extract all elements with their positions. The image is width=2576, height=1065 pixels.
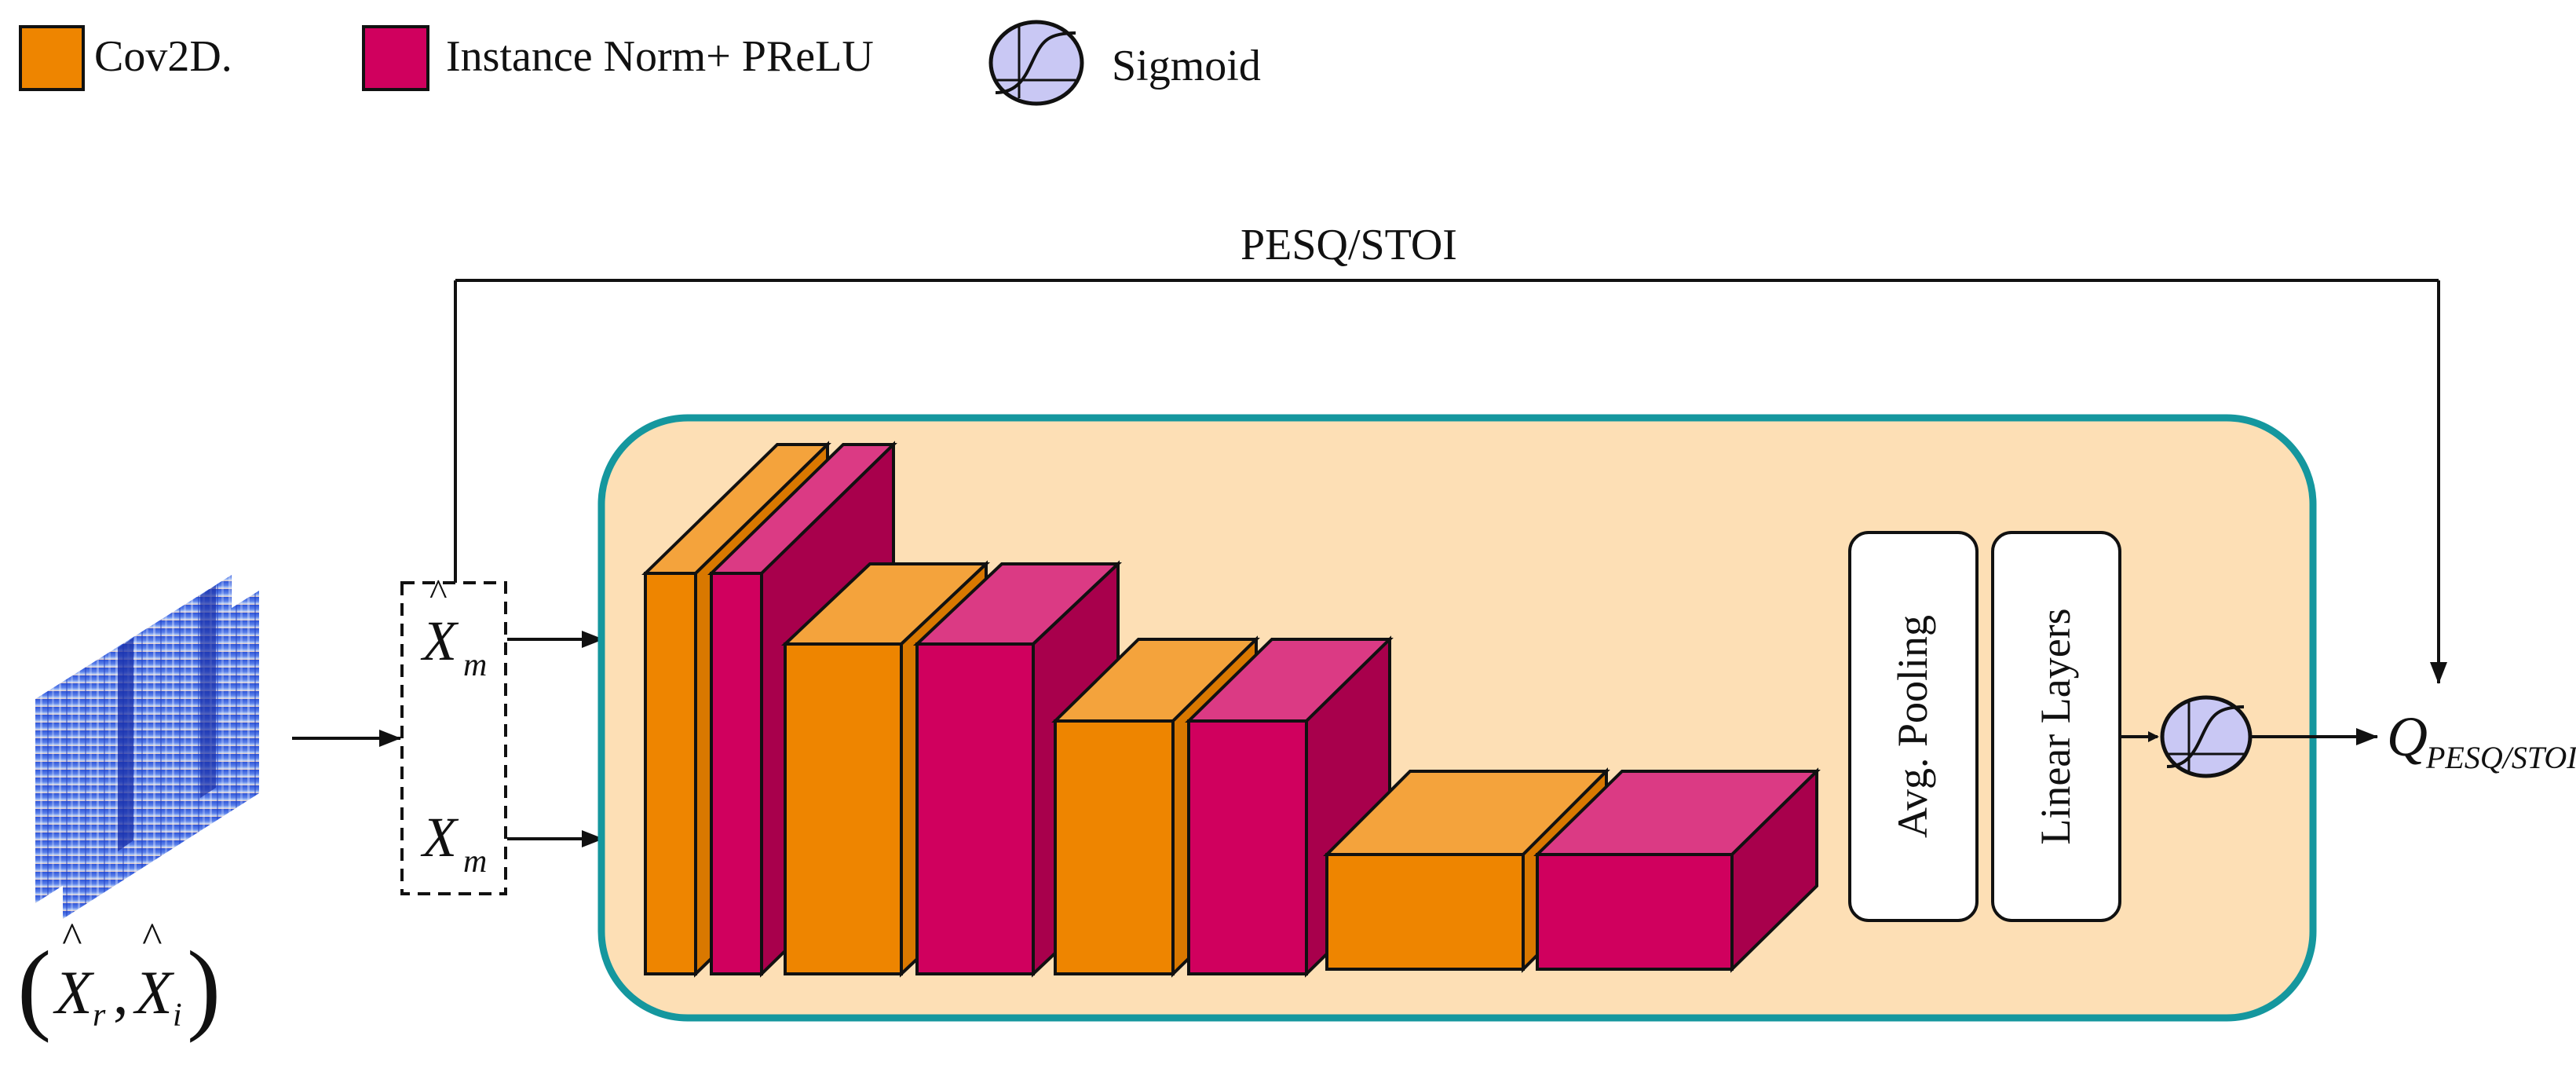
legend-conv-swatch — [19, 25, 85, 91]
spectrogram-label: ( X ^ r , X ^ i ) — [17, 914, 221, 1044]
linear-layers-label: Linear Layers — [2032, 608, 2079, 844]
avg-pooling-label: Avg. Pooling — [1889, 615, 1936, 838]
svg-text:r: r — [93, 997, 106, 1034]
input-box: X ^ m X m — [400, 572, 507, 895]
svg-text:^: ^ — [61, 914, 82, 961]
avg-pooling-block: Avg. Pooling — [1848, 531, 1979, 922]
svg-text:Q: Q — [2387, 705, 2428, 768]
svg-text:X: X — [133, 958, 175, 1027]
sigmoid-icon — [2160, 695, 2253, 778]
linear-layers-block: Linear Layers — [1991, 531, 2121, 922]
svg-text:i: i — [173, 997, 182, 1034]
svg-text:^: ^ — [429, 572, 447, 613]
legend: Cov2D. Instance Norm+ PReLU Sigmoid — [19, 20, 1261, 106]
legend-norm-label: Instance Norm+ PReLU — [446, 32, 874, 81]
svg-text:m: m — [463, 844, 487, 880]
legend-conv-label: Cov2D. — [94, 32, 232, 81]
svg-text:): ) — [187, 931, 221, 1044]
legend-sigmoid-label: Sigmoid — [1112, 42, 1261, 90]
svg-text:,: , — [113, 958, 129, 1027]
spectrogram-input: ( X ^ r , X ^ i ) — [17, 575, 259, 1044]
svg-text:PESQ/STOI: PESQ/STOI — [2425, 740, 2576, 775]
x-m-label: X m — [420, 806, 487, 880]
svg-text:X: X — [420, 806, 459, 869]
conv-block-4 — [1323, 767, 1610, 973]
top-path-label: PESQ/STOI — [1240, 221, 1457, 269]
norm-block-4 — [1533, 767, 1821, 973]
svg-text:X: X — [53, 958, 95, 1027]
x-hat-m-label: X ^ m — [420, 572, 487, 683]
legend-norm-swatch — [362, 25, 429, 91]
svg-text:X: X — [420, 609, 459, 672]
svg-text:^: ^ — [141, 914, 162, 961]
top-path: PESQ/STOI — [454, 221, 2447, 684]
output-label: Q PESQ/STOI — [2387, 705, 2576, 775]
svg-text:m: m — [463, 647, 487, 683]
spectrogram-front — [35, 575, 232, 903]
svg-text:(: ( — [17, 931, 51, 1044]
legend-sigmoid-icon — [988, 20, 1084, 106]
